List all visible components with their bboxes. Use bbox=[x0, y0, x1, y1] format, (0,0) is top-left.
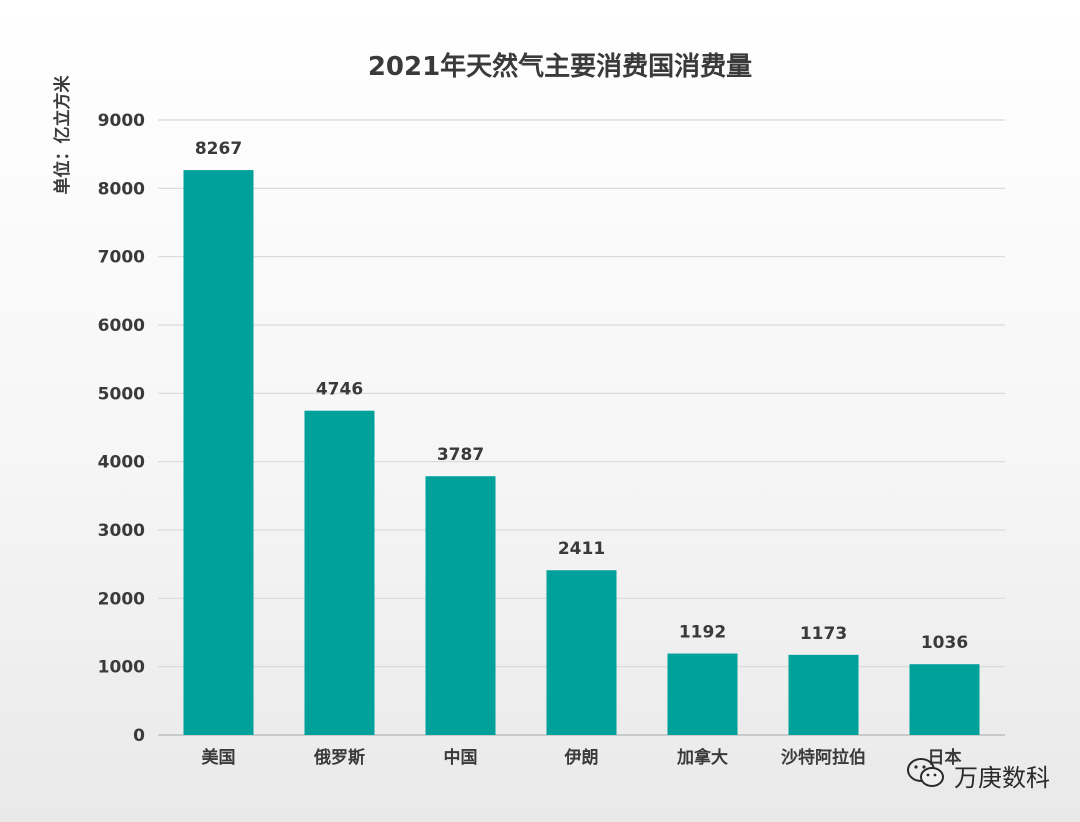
gridlines bbox=[158, 119, 1005, 736]
y-tick-label: 4000 bbox=[98, 453, 145, 473]
watermark: 万庚数科 bbox=[906, 756, 1050, 794]
x-tick-label: 中国 bbox=[444, 747, 478, 768]
data-label: 1192 bbox=[679, 623, 726, 643]
y-tick-label: 5000 bbox=[98, 384, 145, 404]
data-label: 8267 bbox=[195, 139, 242, 159]
x-tick-label: 伊朗 bbox=[564, 747, 599, 768]
bars bbox=[183, 170, 980, 736]
data-label: 1173 bbox=[800, 624, 847, 644]
bar bbox=[667, 653, 738, 735]
bar bbox=[546, 570, 617, 735]
y-axis-ticks: 0 1000 2000 3000 4000 5000 6000 7000 8000 9000 bbox=[98, 111, 145, 746]
bar bbox=[425, 476, 496, 735]
x-tick-label: 日本 bbox=[928, 747, 962, 768]
chart-title: 2021年天然气主要消费国消费量 bbox=[368, 51, 752, 82]
y-tick-label: 1000 bbox=[98, 658, 145, 678]
data-labels: 8267 4746 3787 2411 1192 1173 1036 bbox=[195, 139, 968, 653]
y-tick-label: 2000 bbox=[98, 589, 145, 609]
data-label: 4746 bbox=[316, 380, 363, 400]
bar bbox=[788, 654, 859, 735]
bar bbox=[909, 664, 980, 735]
y-tick-label: 7000 bbox=[98, 248, 145, 268]
y-tick-label: 3000 bbox=[98, 521, 145, 541]
data-label: 2411 bbox=[558, 539, 605, 559]
y-tick-label: 0 bbox=[133, 726, 145, 746]
x-tick-label: 加拿大 bbox=[676, 747, 728, 768]
y-axis-unit-label: 单位：亿立方米 bbox=[52, 75, 73, 195]
x-tick-label: 沙特阿拉伯 bbox=[781, 747, 866, 768]
wechat-icon bbox=[906, 756, 946, 794]
bar bbox=[304, 410, 375, 735]
x-axis-ticks: 美国 俄罗斯 中国 伊朗 加拿大 沙特阿拉伯 日本 bbox=[202, 747, 962, 768]
data-label: 1036 bbox=[921, 633, 968, 653]
data-label: 3787 bbox=[437, 445, 484, 465]
watermark-text: 万庚数科 bbox=[954, 763, 1050, 792]
y-tick-label: 6000 bbox=[98, 316, 145, 336]
x-tick-label: 美国 bbox=[202, 747, 236, 768]
x-tick-label: 俄罗斯 bbox=[313, 747, 365, 768]
bar bbox=[183, 170, 254, 736]
y-tick-label: 9000 bbox=[98, 111, 145, 131]
y-tick-label: 8000 bbox=[98, 179, 145, 199]
